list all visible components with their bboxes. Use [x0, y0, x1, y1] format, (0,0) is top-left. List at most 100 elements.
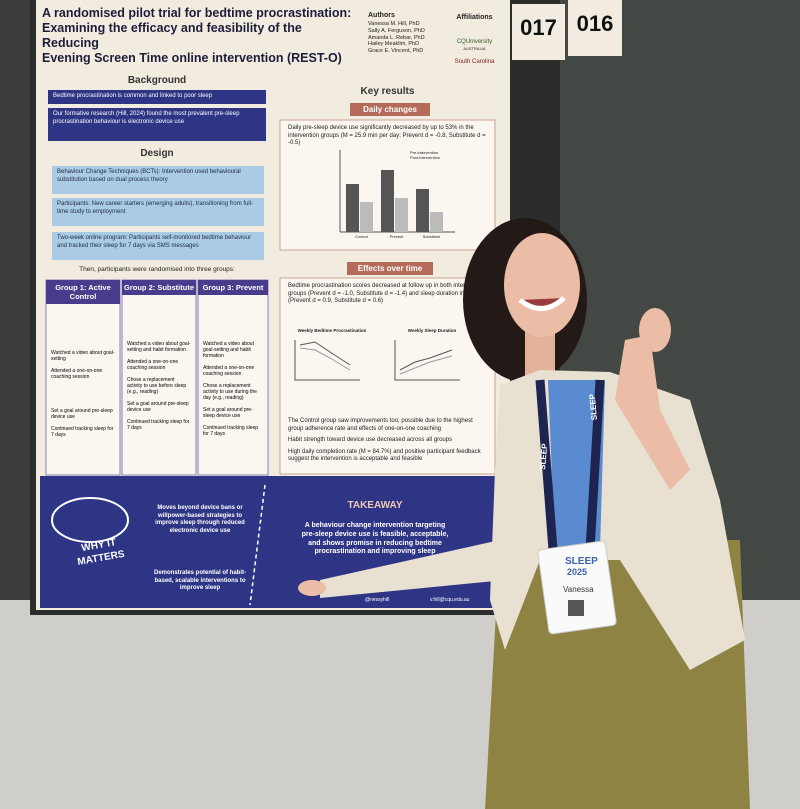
author: Vanessa M. Hill, PhD	[368, 20, 420, 27]
left-sleeve	[320, 540, 505, 598]
author: Amanda L. Rebar, PhD	[368, 34, 425, 41]
bar-illustration	[395, 198, 408, 232]
smile	[518, 296, 566, 311]
left-hand	[298, 580, 326, 596]
design-box: Two-week online program: Participants se…	[52, 232, 264, 260]
board-number-card	[568, 0, 622, 56]
group: Group 2: Substitute Watched a video abou…	[122, 280, 196, 431]
legend-entry: Post-intervention	[410, 155, 441, 160]
badge-year: 2025	[567, 567, 587, 577]
authors: Authors Vanessa M. Hill, PhD Sally A. Fe…	[368, 12, 440, 55]
design-box: Participants: New career starters (emerg…	[52, 198, 264, 226]
result-text: Bedtime procrastination scores decreased…	[288, 283, 486, 304]
group-item: Set a goal around pre-sleep device use	[127, 401, 189, 413]
affiliations: Affiliations CQUniversity AUSTRALIA Sout…	[442, 14, 507, 67]
axis	[394, 340, 460, 381]
chart-title: Weekly Bedtime Procrastination	[297, 328, 367, 333]
group-item: Set a goal around pre-sleep device use	[203, 407, 253, 419]
bar-illustration	[346, 184, 359, 232]
chart-category: Substitute	[422, 234, 441, 239]
bullet: The Control group saw improvements too, …	[288, 418, 473, 432]
takeaway-heading: TAKEAWAY	[347, 500, 403, 511]
badge	[537, 540, 617, 635]
group-item: Continued tracking sleep for 7 days	[51, 426, 114, 438]
bar-illustration	[381, 170, 394, 232]
group-item: Watched a video about goal-setting and h…	[203, 341, 254, 359]
takeaway-text: A behaviour change intervention targetin…	[301, 522, 449, 556]
title-line: Evening Screen Time online intervention …	[42, 51, 342, 65]
chart-category: Control	[355, 234, 368, 239]
title-line: A randomised pilot trial for bedtime pro…	[42, 6, 352, 20]
divider	[249, 484, 266, 606]
lanyard-text: SLEEP	[588, 393, 599, 421]
group-columns	[45, 279, 269, 476]
why-point: Demonstrates potential of habit-based, s…	[153, 570, 246, 591]
eye-icon	[51, 497, 129, 543]
group-items: Watched a video about goal-setting and h…	[198, 295, 268, 437]
poster-title: A randomised pilot trial for bedtime pro…	[42, 6, 362, 66]
line-illustration	[399, 355, 453, 375]
lanyard-text: SLEEP	[538, 443, 549, 471]
chart-legend: Pre-intervention Post-intervention	[410, 150, 480, 160]
line-illustration	[399, 349, 453, 371]
axis	[294, 340, 360, 381]
why-point: Moves beyond device bans or willpower-ba…	[155, 505, 245, 534]
group-title: Group 2: Substitute	[122, 280, 196, 295]
randomised-note: Then, participants were randomised into …	[79, 266, 235, 273]
group-box	[197, 279, 269, 476]
authors-heading: Authors	[368, 12, 395, 19]
group-items: Watched a video about goal-setting Atten…	[46, 304, 120, 438]
affiliations-heading: Affiliations	[456, 14, 493, 21]
contact: @nessyhill	[365, 597, 390, 603]
contact: v.hill@cqu.edu.au	[430, 597, 470, 603]
group-item: Continued tracking sleep for 7 days	[127, 419, 190, 431]
line-illustration	[299, 341, 351, 366]
subsection-label: Daily changes	[350, 103, 430, 116]
group-item: Chose a replacement activity to use befo…	[127, 377, 187, 395]
group-item: Set a goal around pre-sleep device use	[51, 408, 113, 420]
affiliation: AUSTRALIA	[463, 46, 486, 52]
bullet: Habit strength toward device use decreas…	[288, 437, 453, 443]
subsection-label: Effects over time	[347, 262, 433, 275]
badge-event: SLEEP	[565, 556, 598, 567]
affiliation: CQUniversity	[456, 38, 493, 45]
legend-entry: Pre-intervention	[410, 150, 439, 155]
group-item: Watched a video about goal-setting and h…	[127, 341, 191, 353]
group-item: Attended a one-on-one coaching session	[51, 368, 103, 380]
right-hand	[639, 308, 671, 352]
right-arm	[615, 335, 690, 490]
group-item: Chose a replacement activity to use duri…	[203, 383, 257, 401]
affiliation: South Carolina	[454, 59, 495, 66]
bullet-box: Bedtime procrastination is common and li…	[48, 90, 266, 104]
title-line: Examining the efficacy and feasibility o…	[42, 21, 302, 50]
author: Sally A. Ferguson, PhD	[368, 27, 425, 34]
badge-name: Vanessa	[563, 585, 594, 594]
section-heading: Background	[127, 75, 187, 86]
bar-chart-illustration	[339, 150, 455, 233]
group: Group 1: Active Control Watched a video …	[46, 280, 120, 438]
design-box: Behaviour Change Techniques (BCTs): Inte…	[52, 166, 264, 194]
group: Group 3: Prevent Watched a video about g…	[198, 280, 268, 437]
board-number: 017	[520, 15, 557, 40]
result-box	[279, 277, 496, 475]
group-title: Group 3: Prevent	[198, 280, 268, 295]
section-heading: Design	[140, 148, 174, 159]
group-item: Continued tracking sleep for 7 days	[203, 425, 259, 437]
group-item: Watched a video about goal-setting	[51, 350, 115, 362]
section-heading: Key results	[360, 86, 415, 97]
lanyard	[535, 379, 605, 551]
group-box	[45, 279, 121, 476]
line-chart-illustrations	[294, 340, 460, 381]
bullet-box: Our formative research (Hill, 2024) foun…	[48, 108, 266, 141]
group-title: Group 1: Active Control	[46, 280, 120, 304]
qr-code	[568, 600, 584, 616]
bar-illustration	[360, 202, 373, 232]
group-box	[121, 279, 197, 476]
bar-illustration	[430, 212, 443, 232]
group-item: Attended a one-on-one coaching session	[203, 365, 255, 377]
result-bullets: The Control group saw improvements too, …	[288, 418, 488, 468]
chart-category: Prevent	[389, 234, 404, 239]
